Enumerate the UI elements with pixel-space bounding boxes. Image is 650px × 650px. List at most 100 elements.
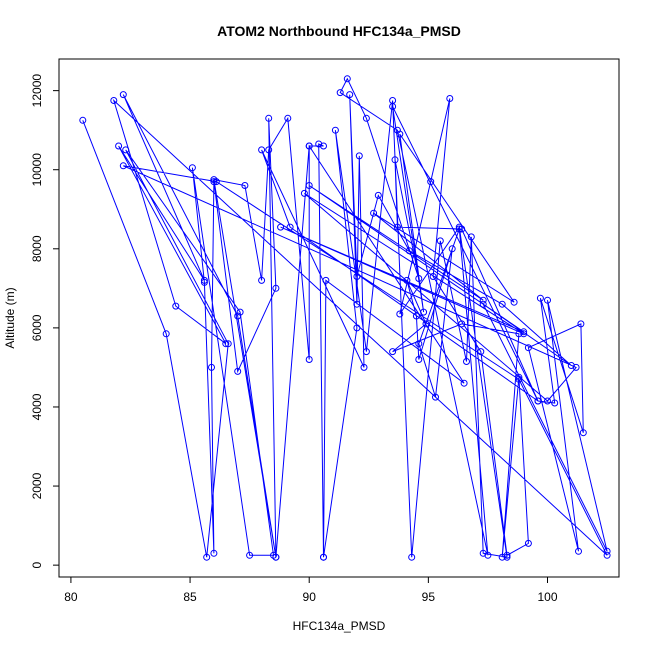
data-point [455,225,463,233]
data-point [172,302,180,310]
data-point [484,551,492,559]
x-tick-label: 80 [64,590,78,604]
data-point [200,278,208,286]
data-point [479,300,487,308]
data-point [374,191,382,199]
data-point [577,320,585,328]
data-point [203,553,211,561]
data-point [415,356,423,363]
y-tick-label: 12000 [30,74,44,108]
data-point [222,340,230,348]
data-point [208,363,215,371]
data-point [544,397,551,405]
data-point [119,91,127,99]
x-tick-label: 85 [183,590,197,604]
data-point [460,379,468,387]
data-point [353,273,361,280]
data-point [265,146,273,154]
data-point [415,340,423,348]
data-point [515,373,523,381]
data-point [315,140,323,148]
data-point [110,97,118,104]
x-axis-label: HFC134a_PMSD [293,619,386,633]
data-point [396,130,404,138]
data-point [355,152,363,160]
y-tick-label: 4000 [30,393,44,420]
data-point [498,553,506,561]
data-point [536,294,544,302]
data-point [343,75,351,83]
data-point [331,126,339,134]
data-point [234,367,242,375]
data-point [498,300,506,308]
data-point [79,116,87,124]
data-point [389,103,397,110]
data-point [503,553,511,561]
y-axis: 0 2000 4000 6000 8000 10000 12000 [30,74,59,568]
data-point [477,348,485,356]
data-point [575,547,582,555]
data-point [393,223,401,231]
data-point [405,247,413,255]
data-point [277,223,285,231]
data-point [284,114,292,122]
y-tick-label: 8000 [30,235,44,262]
y-tick-label: 2000 [30,472,44,499]
data-point [200,276,208,284]
data-point [408,553,416,561]
data-point [436,237,444,245]
data-point [362,348,370,356]
data-point [265,114,273,122]
data-point [412,312,420,320]
data-point [370,209,378,217]
data-point [503,551,511,559]
data-point [210,549,218,557]
data-point [515,375,523,383]
data-point [429,273,437,280]
data-point [234,312,242,320]
y-tick-label: 0 [30,561,44,568]
data-point [353,300,361,308]
data-point [422,320,430,328]
data-point [463,358,470,365]
data-point [579,429,587,437]
data-point [479,549,487,557]
data-point [272,284,280,292]
data-point [362,114,370,122]
data-point [427,178,435,186]
data-point [360,363,368,371]
data-point [603,547,611,555]
series-layer [79,75,611,561]
data-point [119,162,127,170]
x-axis: 80 85 90 95 100 [64,577,558,604]
data-point [603,551,611,559]
data-point [336,89,344,97]
data-point [212,178,220,186]
data-point [241,182,249,189]
data-point [122,146,130,154]
data-point [300,189,308,197]
data-point [446,95,454,102]
data-point [353,324,361,332]
y-tick-label: 6000 [30,314,44,341]
data-point [572,363,580,371]
data-point [534,397,542,405]
data-point [544,296,551,304]
data-point [458,225,466,233]
data-point [396,310,404,318]
data-point [510,298,518,306]
data-point [520,330,528,338]
data-point [246,551,254,559]
x-tick-label: 95 [422,590,436,604]
data-point [524,344,532,352]
data-point [320,553,327,561]
data-point [272,553,280,561]
y-axis-label: Altitude (m) [3,287,17,348]
data-point [391,156,399,164]
series-line [82,77,608,558]
data-point [467,233,475,241]
data-point [420,308,428,316]
data-point [305,182,313,189]
data-point [188,164,196,172]
data-point [258,276,266,284]
